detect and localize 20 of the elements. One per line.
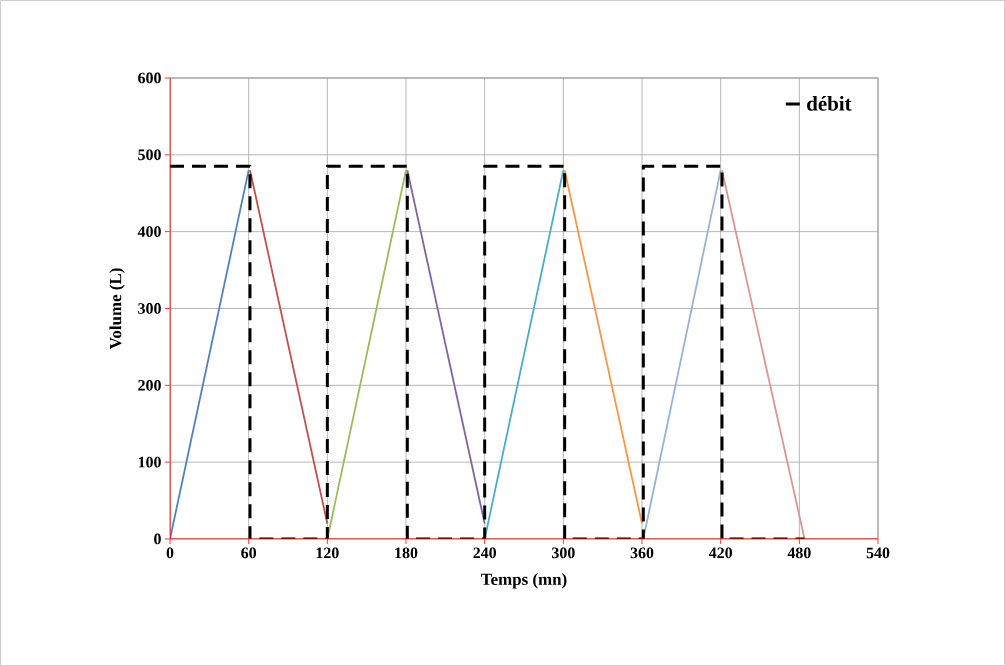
y-tick-label: 300 <box>138 303 161 314</box>
x-tick-label: 60 <box>241 547 257 559</box>
legend-label: débit <box>807 96 852 111</box>
x-tick-label: 0 <box>166 547 174 559</box>
y-tick-label: 100 <box>138 456 161 468</box>
y-tick-label: 200 <box>138 379 161 391</box>
x-tick-label: 240 <box>473 547 497 559</box>
x-tick-label: 480 <box>787 547 811 559</box>
y-axis-title: Volume (L) <box>109 268 125 350</box>
x-tick-label: 120 <box>316 547 339 559</box>
y-tick-label: 400 <box>137 226 161 238</box>
y-tick-label: 0 <box>154 533 161 545</box>
y-tick-label: 500 <box>138 149 161 161</box>
x-tick-label: 300 <box>551 547 575 559</box>
x-tick-label: 420 <box>708 547 733 559</box>
x-tick-label: 360 <box>630 547 654 559</box>
x-axis-title: Temps (mn) <box>481 573 567 589</box>
x-tick-label: 180 <box>395 547 418 559</box>
y-tick-label: 600 <box>138 72 161 84</box>
x-tick-label: 540 <box>866 547 890 559</box>
